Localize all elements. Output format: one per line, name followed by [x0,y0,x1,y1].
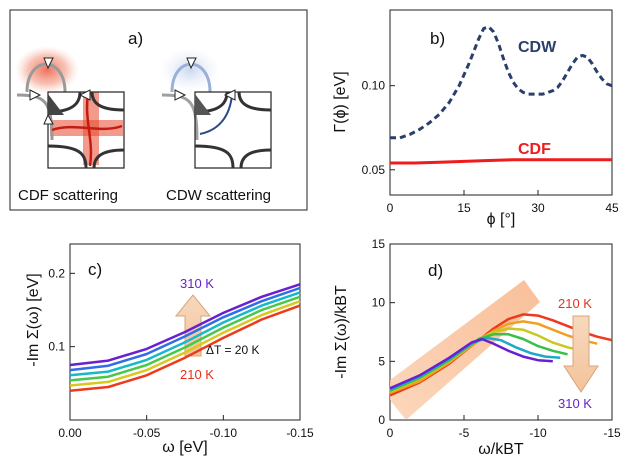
cdf-wedge [48,94,64,115]
cdf-red-cross-v [85,93,93,167]
panel-b-ytick-label: 0.05 [362,163,386,177]
panel-c-annotation-top: 310 K [180,276,214,291]
panel-c-ytick-label: 0.1 [48,340,65,354]
panel-c-ytick-label: 0.2 [48,266,65,280]
panel-c-series-line [69,300,301,387]
panel-b: b) Γ(ϕ) [eV] ϕ [°] 0 15 30 45 0.05 0.10 CDW C… [332,9,619,228]
panel-d-annotation-top: 210 K [558,296,592,311]
temperature-arrow-down [563,315,599,393]
panel-b-series-line [390,25,613,140]
panel-c-label: c) [88,260,102,279]
cdw-series-label: CDW [518,39,557,56]
panel-a-frame [9,9,308,211]
panel-b-ylabel: Γ(ϕ) [eV] [332,71,349,132]
cdf-arrow-1 [43,57,54,70]
panel-c-lines [69,283,301,392]
panel-d-ytick-label: 10 [372,296,386,310]
panel-b-frame [389,9,613,196]
panel-d-xtick-label: -5 [459,426,470,440]
panel-c-series-line [69,295,301,382]
cdf-caption: CDF scattering [18,187,118,204]
cdf-glow-top [15,46,79,94]
cdf-arrow-2 [29,89,42,101]
panel-d-annotation-bottom: 310 K [558,396,592,411]
cdf-fs-curve-3 [92,148,125,169]
panel-d-ytick-label: 15 [372,237,386,251]
temperature-arrow-up [174,294,212,357]
cdw-fs-left-grey [161,93,199,141]
temperature-arrow-up-shape [174,294,212,357]
cdf-schematic [15,46,125,169]
panel-d-xtick-label: -15 [603,426,621,440]
cdf-arrow-3 [78,89,91,101]
panel-b-xtick-label: 15 [457,201,471,215]
cdw-glow-top [160,48,220,92]
panel-a: a) [9,9,308,211]
temperature-arrow-down-shape [563,315,599,393]
cdf-red-cross-h [51,124,123,132]
panel-b-xtick-label: 30 [531,201,545,215]
panel-a-label: a) [128,29,143,48]
cdw-fs-curve-2 [237,91,272,112]
panel-c-series-line [69,304,301,392]
cdw-blue-curve [199,94,233,135]
panel-d-ylabel: -Im Σ(ω)/kBT [333,285,350,379]
panel-b-xtick-label: 0 [387,201,394,215]
cdw-wedge [195,94,211,115]
panel-b-series-line [390,158,612,165]
cdw-arrow-2 [174,89,187,101]
panel-c-frame [69,243,301,421]
panel-c: c) -Im Σ(ω) [eV] ω [eV] 0.00 -0.05 -0.10 -0… [25,243,314,456]
panel-b-label: b) [430,29,445,48]
panel-b-ticks: 0 15 30 45 0.05 0.10 [362,79,619,215]
panel-c-xtick-label: 0.00 [58,426,82,440]
panel-d-ytick-label: 0 [378,413,385,427]
cdw-schematic [160,48,272,169]
panel-d-frame [389,243,613,421]
cdf-arrow-4 [43,113,54,125]
panel-d-ytick-label: 5 [378,354,385,368]
panel-d-xlabel: ω/kBT [478,441,524,458]
panel-c-series-line [69,283,301,367]
panel-c-xtick-label: -0.15 [286,426,314,440]
cdf-fs-curve-1 [47,144,88,169]
panel-c-series-line [69,286,301,372]
cdw-fs-curve-1 [194,144,235,169]
panel-d-xtick-label: -10 [529,426,547,440]
cdf-fs-curve-2 [90,91,125,112]
panel-c-annotation-delta: ΔT = 20 K [206,343,260,357]
cdw-zone-box [194,91,272,169]
panel-c-xtick-label: -0.05 [133,426,161,440]
cdw-fs-curve-3 [239,148,272,169]
cdf-fs-left-grey [16,93,54,141]
panel-c-ylabel: -Im Σ(ω) [eV] [25,273,42,367]
panel-b-lines [390,25,613,165]
panel-c-xtick-label: -0.10 [210,426,238,440]
panel-c-series-line [69,291,301,377]
panel-b-xlabel: ϕ [°] [487,211,516,228]
panel-c-ticks: 0.00 -0.05 -0.10 -0.15 0.1 0.2 [48,266,314,440]
panel-d-xtick-label: 0 [387,426,394,440]
panel-d-label: d) [428,261,443,280]
panel-d-ticks: 0 -5 -10 -15 0 5 10 15 [372,237,621,440]
cdf-series-label: CDF [518,141,551,158]
cdw-arrow-1 [186,57,197,70]
cdf-fs-upper-grey [25,62,67,93]
cdw-caption: CDW scattering [166,187,271,204]
panel-c-xlabel: ω [eV] [162,439,207,456]
panel-b-ytick-label: 0.10 [362,79,386,93]
panel-b-xtick-label: 45 [605,201,619,215]
panel-c-annotation-bottom: 210 K [180,367,214,382]
panel-d-series-line [389,337,553,390]
cdw-arrow-3 [223,89,236,101]
panel-d: d) -Im Σ(ω)/kBT ω/kBT 0 -5 -10 -15 0 5 10 15 21… [333,237,621,458]
